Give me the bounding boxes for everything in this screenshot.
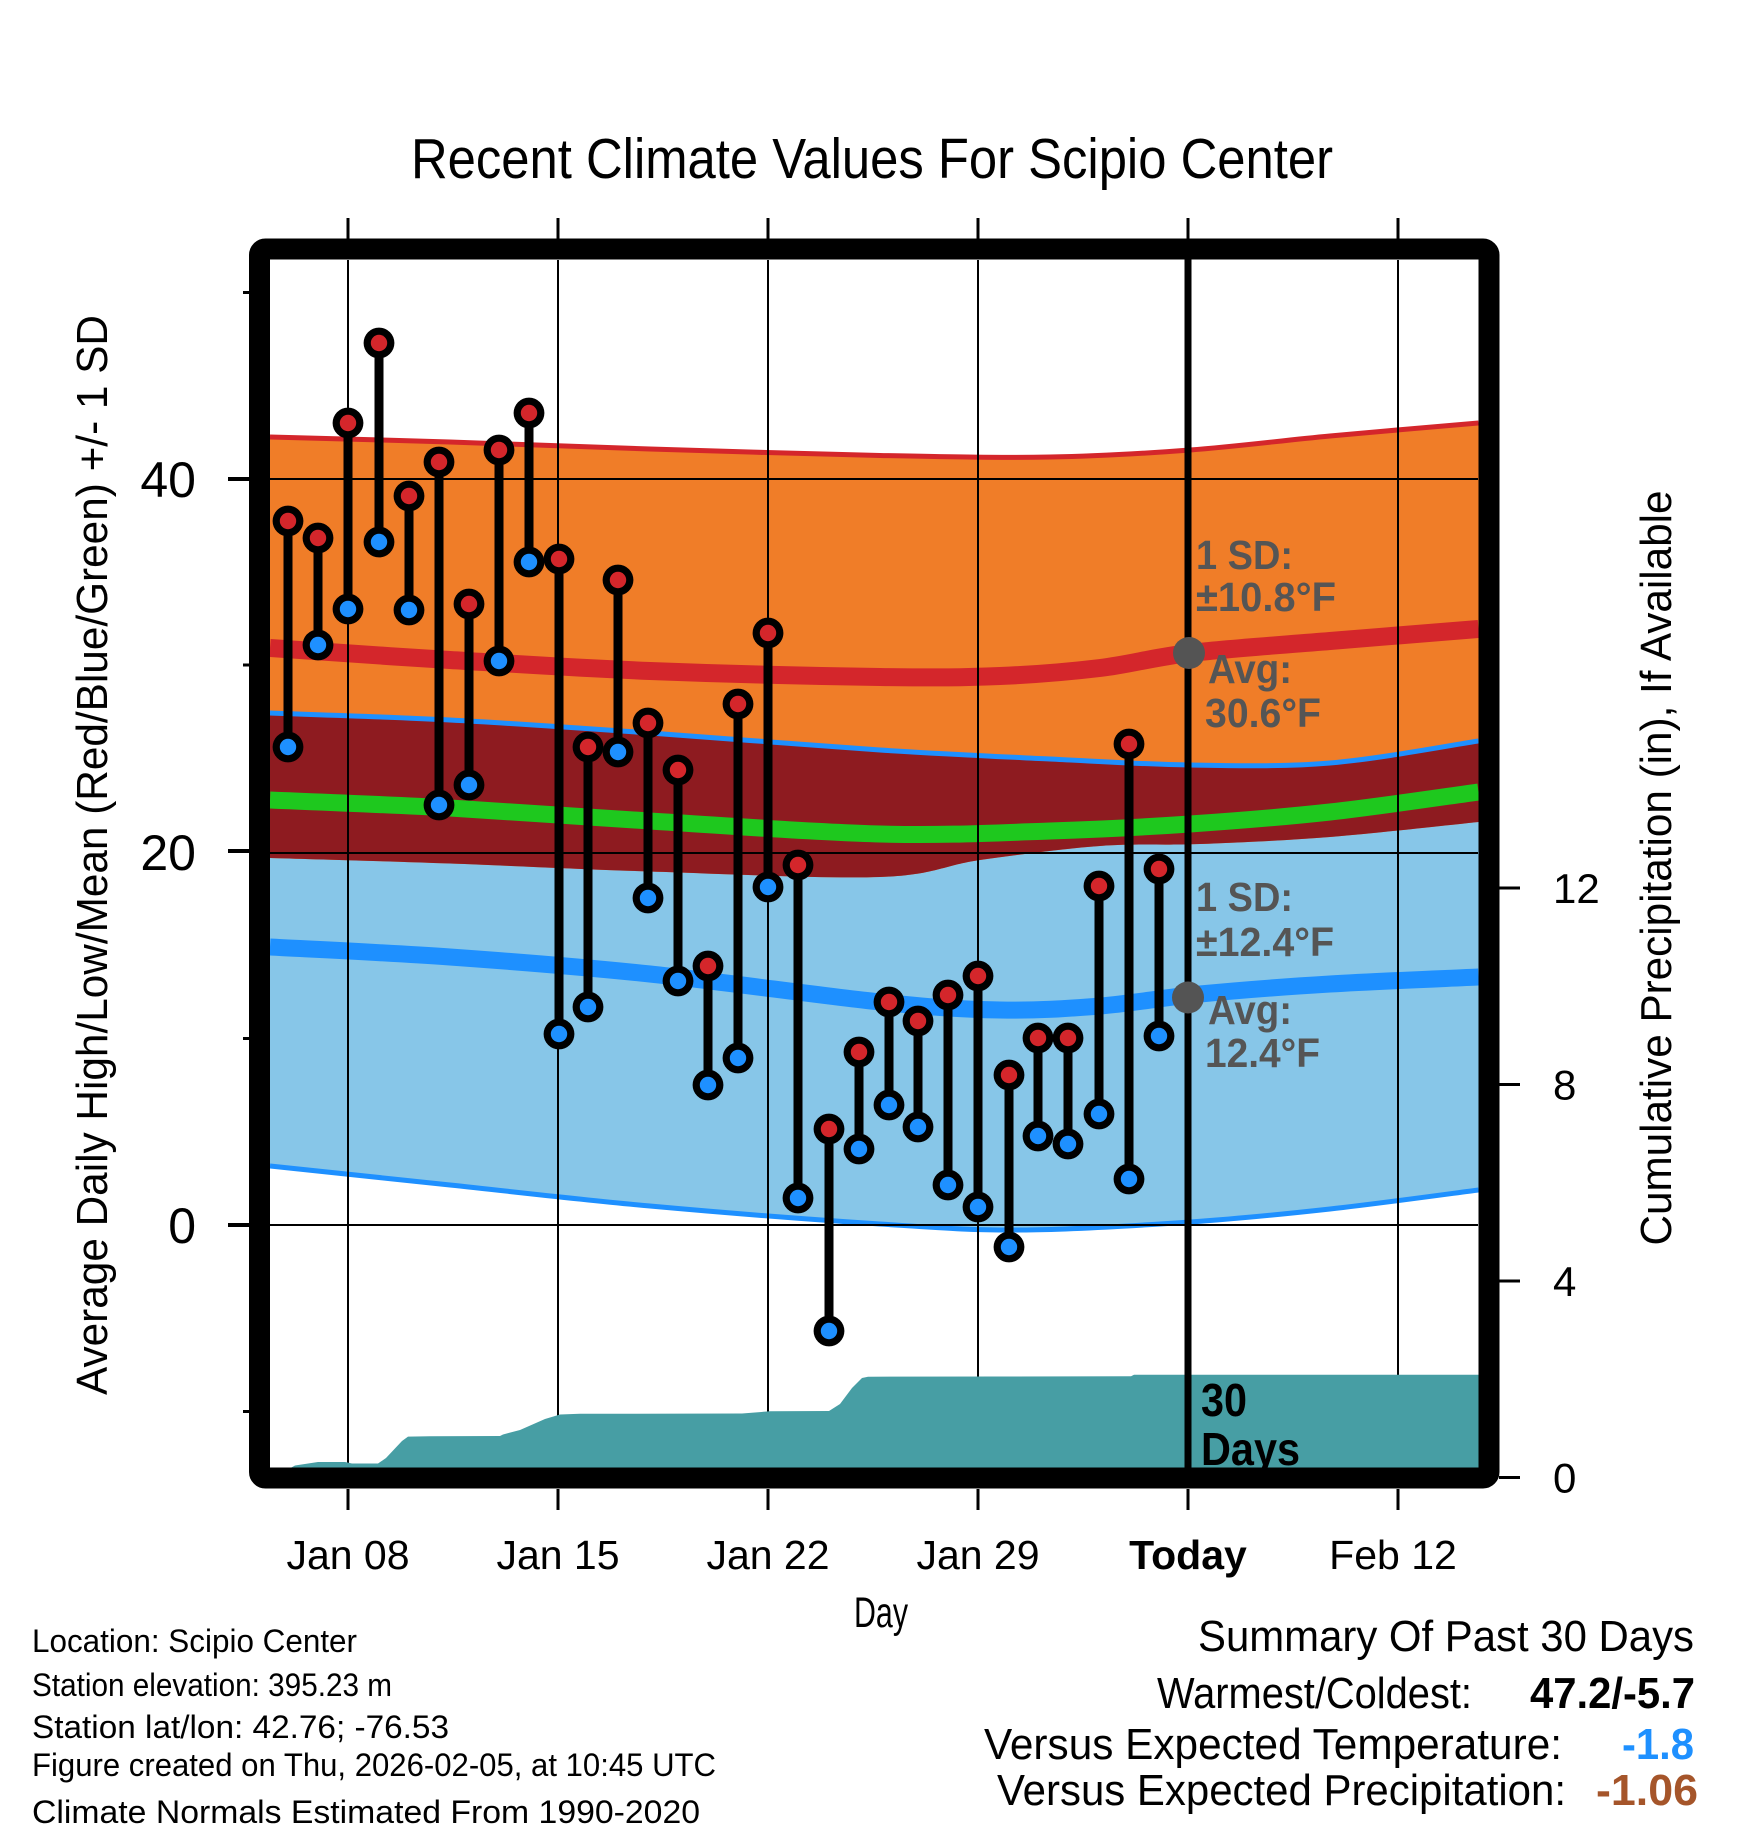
svg-text:Station lat/lon: 42.76; -76.53: Station lat/lon: 42.76; -76.53 (32, 1709, 449, 1745)
svg-text:Avg:: Avg: (1208, 646, 1292, 692)
svg-text:30.6°F: 30.6°F (1205, 690, 1321, 736)
svg-text:Average Daily High/Low/Mean (R: Average Daily High/Low/Mean (Red/Blue/Gr… (68, 315, 117, 1395)
svg-text:40: 40 (140, 452, 196, 508)
svg-text:±10.8°F: ±10.8°F (1196, 574, 1336, 620)
svg-text:4: 4 (1553, 1258, 1576, 1305)
svg-text:Warmest/Coldest:: Warmest/Coldest: (1157, 1669, 1472, 1718)
svg-text:20: 20 (140, 825, 196, 881)
svg-text:Station elevation: 395.23 m: Station elevation: 395.23 m (32, 1667, 392, 1703)
svg-text:Days: Days (1201, 1423, 1300, 1475)
svg-text:Cumulative Precipitation (in),: Cumulative Precipitation (in), If Availa… (1632, 491, 1681, 1246)
svg-text:Climate Normals Estimated From: Climate Normals Estimated From 1990-2020 (32, 1794, 700, 1828)
svg-text:0: 0 (1553, 1455, 1576, 1502)
svg-text:Today: Today (1129, 1532, 1247, 1578)
svg-text:1 SD:: 1 SD: (1196, 874, 1293, 920)
svg-text:-1.8: -1.8 (1622, 1720, 1694, 1769)
svg-text:±12.4°F: ±12.4°F (1196, 919, 1334, 965)
svg-text:Day: Day (854, 1589, 908, 1637)
svg-text:Location: Scipio Center: Location: Scipio Center (32, 1623, 357, 1659)
svg-text:Jan 15: Jan 15 (496, 1532, 619, 1578)
svg-text:12: 12 (1553, 865, 1600, 912)
svg-text:Avg:: Avg: (1208, 987, 1292, 1033)
svg-text:Recent Climate Values For Scip: Recent Climate Values For Scipio Center (411, 127, 1333, 191)
svg-text:8: 8 (1553, 1062, 1576, 1109)
svg-text:Versus Expected Temperature:: Versus Expected Temperature: (984, 1720, 1562, 1769)
svg-text:Feb 12: Feb 12 (1329, 1532, 1457, 1578)
svg-text:-1.06: -1.06 (1596, 1766, 1698, 1815)
svg-text:12.4°F: 12.4°F (1205, 1030, 1320, 1076)
svg-text:Jan 08: Jan 08 (286, 1532, 409, 1578)
svg-text:Jan 29: Jan 29 (916, 1532, 1039, 1578)
svg-text:0: 0 (168, 1198, 196, 1254)
svg-text:Versus Expected Precipitation:: Versus Expected Precipitation: (997, 1766, 1566, 1815)
svg-text:Figure created on Thu, 2026-02: Figure created on Thu, 2026-02-05, at 10… (32, 1747, 716, 1783)
svg-text:1 SD:: 1 SD: (1196, 532, 1293, 578)
svg-text:30: 30 (1201, 1374, 1247, 1426)
svg-text:Summary Of Past 30 Days: Summary Of Past 30 Days (1198, 1612, 1694, 1661)
svg-text:47.2/-5.7: 47.2/-5.7 (1530, 1669, 1695, 1718)
svg-text:Jan 22: Jan 22 (706, 1532, 829, 1578)
